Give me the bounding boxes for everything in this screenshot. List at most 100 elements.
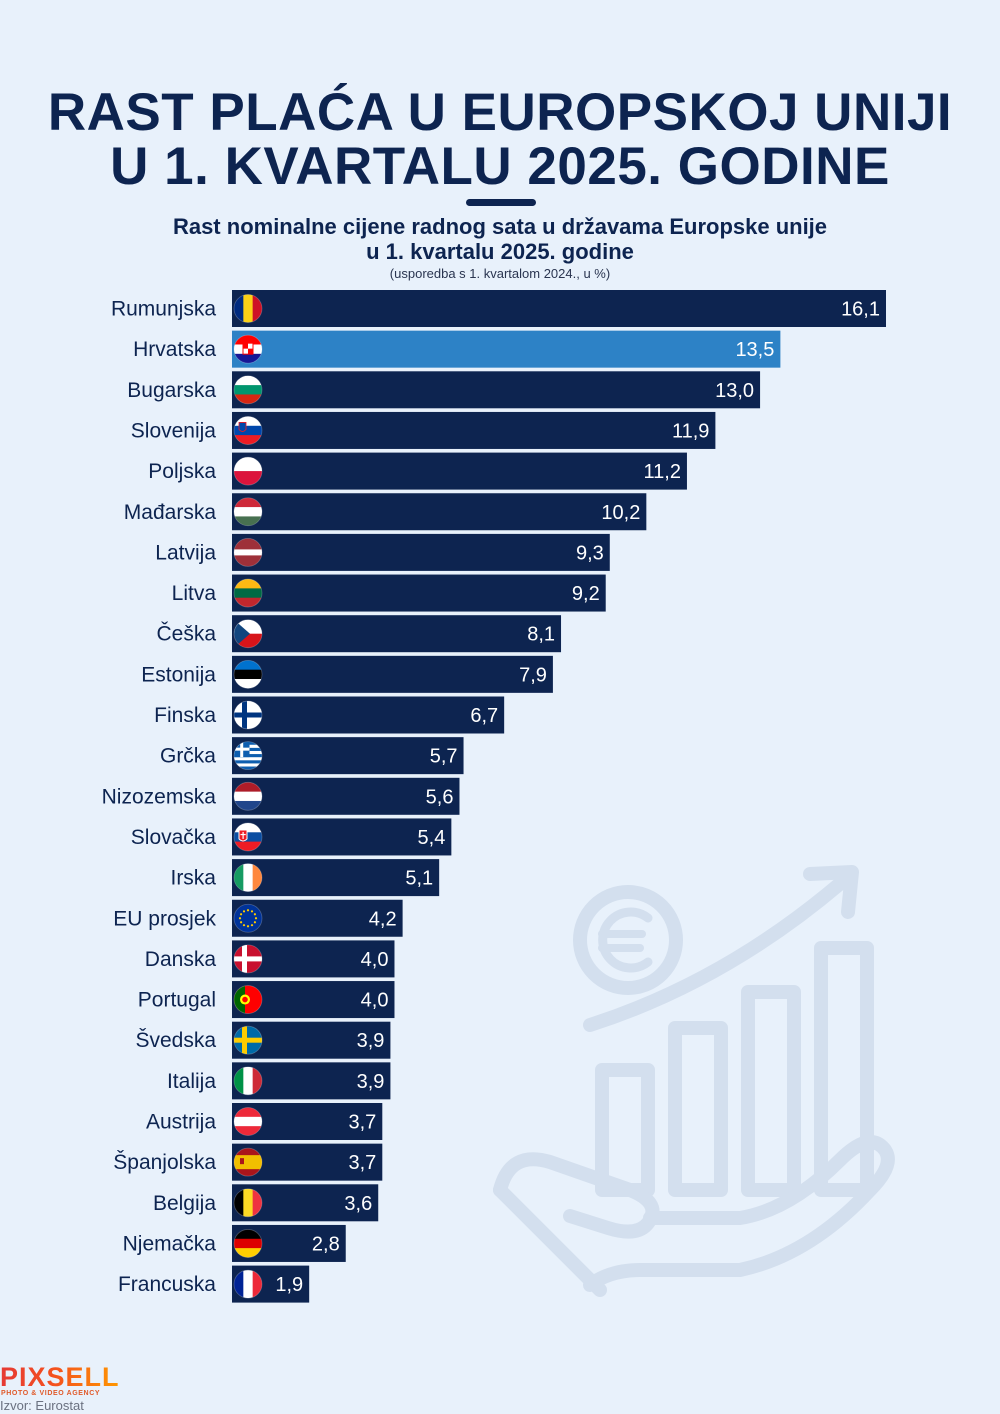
category-label: Litva [172, 582, 217, 605]
title-divider [466, 199, 536, 206]
bar-row: Poljska 11,2 [148, 452, 687, 490]
category-label: Latvija [155, 541, 216, 564]
denmark-flag-icon [233, 944, 263, 974]
netherlands-flag-icon [233, 781, 263, 811]
bar [232, 330, 781, 368]
czechia-flag-icon [233, 619, 263, 649]
bar [232, 777, 460, 815]
category-label: Češka [156, 623, 216, 646]
bar [232, 371, 761, 409]
category-label: Finska [154, 704, 216, 727]
bar-row: Italija 3,9 [167, 1062, 391, 1100]
bar-row: Danska 4,0 [145, 940, 395, 978]
hungary-flag-icon [233, 497, 263, 527]
category-label: Nizozemska [102, 785, 217, 808]
value-label: 10,2 [601, 502, 640, 524]
category-label: Bugarska [127, 379, 216, 402]
bar [232, 493, 647, 531]
bar [232, 615, 562, 653]
pixsell-logo: PIXSELL [0, 1362, 120, 1392]
source-note: Izvor: Eurostat [0, 1398, 84, 1413]
bar [232, 452, 687, 490]
bar [232, 859, 440, 897]
category-label: Grčka [160, 745, 216, 768]
bar [232, 411, 716, 449]
value-label: 5,7 [430, 746, 458, 768]
category-label: Italija [167, 1070, 216, 1093]
value-label: 5,1 [405, 868, 433, 890]
austria-flag-icon [233, 1107, 263, 1136]
value-label: 4,2 [369, 908, 397, 930]
category-label: Švedska [135, 1029, 216, 1052]
bar [232, 696, 505, 734]
category-label: EU prosjek [113, 907, 216, 930]
bar [232, 533, 610, 571]
value-label: 5,6 [426, 786, 454, 808]
value-label: 13,5 [735, 339, 774, 361]
slovakia-flag-icon [233, 822, 263, 852]
title-line-1: RAST PLAĆA U EUROPSKOJ UNIJI [47, 83, 953, 142]
bar-row: Mađarska 10,2 [124, 493, 647, 531]
pixsell-logo-tagline: PHOTO & VIDEO AGENCY [1, 1390, 101, 1397]
bar-row: Austrija 3,7 [146, 1103, 383, 1140]
bar-row: Slovačka 5,4 [131, 818, 452, 856]
value-label: 11,9 [672, 420, 709, 442]
chart-title: RAST PLAĆA U EUROPSKOJ UNIJI U 1. KVARTA… [0, 86, 1000, 194]
croatia-flag-icon [233, 334, 263, 364]
category-label: Španjolska [113, 1151, 216, 1174]
italy-flag-icon [233, 1066, 263, 1096]
latvia-flag-icon [233, 538, 263, 567]
bar [232, 737, 464, 775]
spain-flag-icon [233, 1147, 263, 1177]
value-label: 13,0 [715, 380, 754, 402]
bar-row: Nizozemska 5,6 [102, 777, 460, 815]
value-label: 9,3 [576, 542, 604, 564]
bar [232, 655, 553, 693]
title-line-2: U 1. KVARTALU 2025. GODINE [110, 137, 890, 196]
bar [232, 290, 886, 327]
lithuania-flag-icon [233, 578, 263, 608]
category-label: Danska [145, 948, 217, 971]
greece-flag-icon [233, 741, 263, 771]
germany-flag-icon [233, 1229, 263, 1258]
category-label: Belgija [153, 1192, 216, 1215]
value-label: 3,7 [348, 1112, 376, 1134]
category-label: Francuska [118, 1273, 216, 1296]
chart-note: (usporedba s 1. kvartalom 2024., u %) [389, 266, 611, 281]
category-label: Rumunjska [111, 298, 216, 321]
bar-row: Irska 5,1 [170, 859, 440, 897]
bar-row: Francuska 1,9 [118, 1265, 310, 1303]
category-label: Njemačka [123, 1232, 217, 1255]
wage-growth-illustration-icon [493, 865, 895, 1297]
category-label: Slovenija [131, 419, 217, 442]
bar-row: Estonija 7,9 [141, 655, 553, 693]
category-label: Estonija [141, 663, 216, 686]
subtitle-line-2: u 1. kvartalu 2025. godine [366, 239, 634, 264]
value-label: 3,9 [357, 1071, 385, 1093]
ireland-flag-icon [233, 863, 263, 892]
value-label: 3,7 [348, 1152, 376, 1174]
slovenia-flag-icon [233, 416, 263, 445]
category-label: Hrvatska [133, 338, 216, 361]
subtitle-line-1: Rast nominalne cijene radnog sata u drža… [172, 214, 828, 239]
bar-row: Španjolska 3,7 [113, 1143, 383, 1181]
value-label: 9,2 [572, 583, 600, 605]
bar-row: Litva 9,2 [172, 574, 606, 612]
bar-row: Njemačka 2,8 [123, 1224, 346, 1262]
value-label: 3,9 [357, 1030, 385, 1052]
category-label: Portugal [138, 989, 216, 1012]
bar-row: Švedska 3,9 [135, 1021, 391, 1059]
bar-row: Slovenija 11,9 [131, 411, 716, 449]
bar-row: Belgija 3,6 [153, 1184, 379, 1222]
category-label: Austrija [146, 1111, 216, 1134]
value-label: 2,8 [312, 1233, 340, 1255]
bar-row: Grčka 5,7 [160, 737, 464, 775]
bars-layer: Rumunjska 16,1 Hrvatska 13,5 Bugarska 13,0 Slo… [102, 290, 886, 1303]
chart-subtitle: Rast nominalne cijene radnog sata u drža… [0, 214, 1000, 264]
bar-row: Latvija 9,3 [155, 533, 610, 571]
value-label: 4,0 [361, 949, 389, 971]
bar [232, 818, 452, 856]
bulgaria-flag-icon [233, 375, 263, 405]
value-label: 6,7 [470, 705, 498, 727]
